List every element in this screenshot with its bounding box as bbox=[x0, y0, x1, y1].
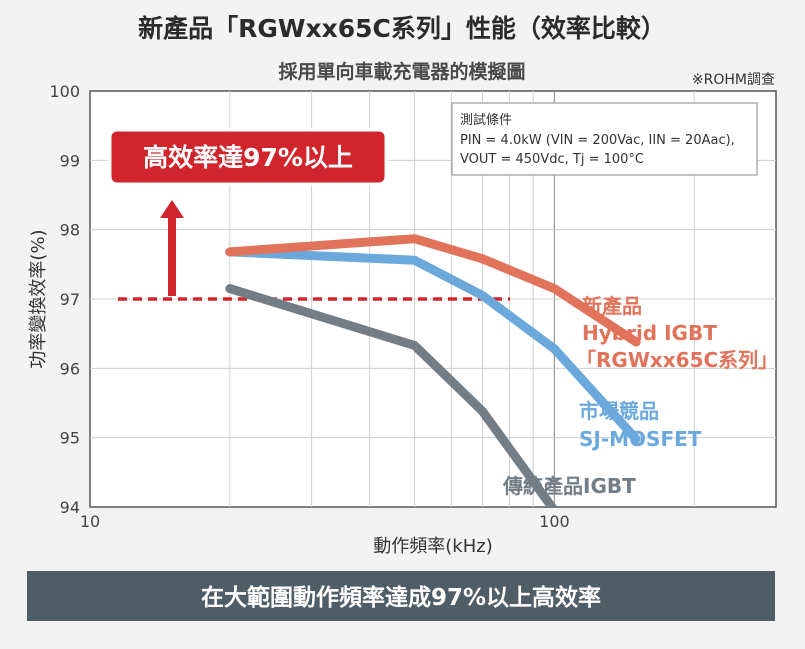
footer-banner bbox=[27, 571, 775, 621]
conditions-heading: 測試條件 bbox=[460, 112, 512, 128]
y-axis-label: 功率變換效率(%) bbox=[28, 229, 49, 368]
series-line bbox=[225, 247, 641, 444]
series-label-line: 傳統產品IGBT bbox=[502, 474, 636, 498]
y-tick-label: 100 bbox=[49, 82, 80, 101]
x-tick-label: 100 bbox=[539, 512, 570, 531]
test-conditions-box: 測試條件 PIN = 4.0kW (VIN = 200Vac, IIN = 20… bbox=[451, 102, 758, 176]
y-tick-label: 96 bbox=[60, 359, 80, 378]
series-label-line: 市場競品 bbox=[579, 399, 659, 423]
callout-text: 高效率達97%以上 bbox=[143, 143, 353, 172]
callout-box bbox=[108, 128, 388, 186]
series-label-line: 新產品 bbox=[582, 294, 642, 318]
data-series bbox=[118, 234, 641, 507]
series-label-line: Hybrid IGBT bbox=[582, 321, 717, 345]
conditions-line-1: PIN = 4.0kW (VIN = 200Vac, IIN = 20Aac), bbox=[460, 133, 735, 148]
up-arrow-icon bbox=[160, 200, 184, 296]
y-tick-label: 97 bbox=[60, 290, 80, 309]
chart-title: 新產品「RGWxx65C系列」性能（效率比較） bbox=[138, 14, 666, 43]
series-label-line: SJ-MOSFET bbox=[579, 427, 702, 451]
y-tick-label: 94 bbox=[60, 498, 80, 517]
y-tick-label: 98 bbox=[60, 221, 80, 240]
series-label-line: 「RGWxx65C系列」 bbox=[576, 348, 778, 372]
y-tick-label: 99 bbox=[60, 151, 80, 170]
series-line bbox=[225, 234, 641, 347]
chart-subtitle: 採用單向車載充電器的模擬圖 bbox=[278, 60, 525, 83]
source-note: ※ROHM調查 bbox=[692, 72, 775, 88]
series-line bbox=[225, 284, 558, 507]
conditions-line-2: VOUT = 450Vdc, Tj = 100°C bbox=[460, 152, 644, 167]
footer-banner-text: 在大範圍動作頻率達成97%以上高效率 bbox=[201, 584, 601, 611]
y-tick-label: 95 bbox=[60, 429, 80, 448]
efficiency-callout: 高效率達97%以上 bbox=[108, 128, 388, 296]
x-tick-label: 10 bbox=[80, 512, 100, 531]
axis-ticks: 94 95 96 97 98 99 100 10 100 bbox=[49, 82, 569, 531]
series-label-new-product: 新產品 Hybrid IGBT 「RGWxx65C系列」 bbox=[576, 294, 778, 372]
x-axis-label: 動作頻率(kHz) bbox=[373, 536, 492, 557]
series-label-conventional: 傳統產品IGBT bbox=[502, 474, 636, 498]
series-label-competitor: 市場競品 SJ-MOSFET bbox=[579, 399, 702, 451]
